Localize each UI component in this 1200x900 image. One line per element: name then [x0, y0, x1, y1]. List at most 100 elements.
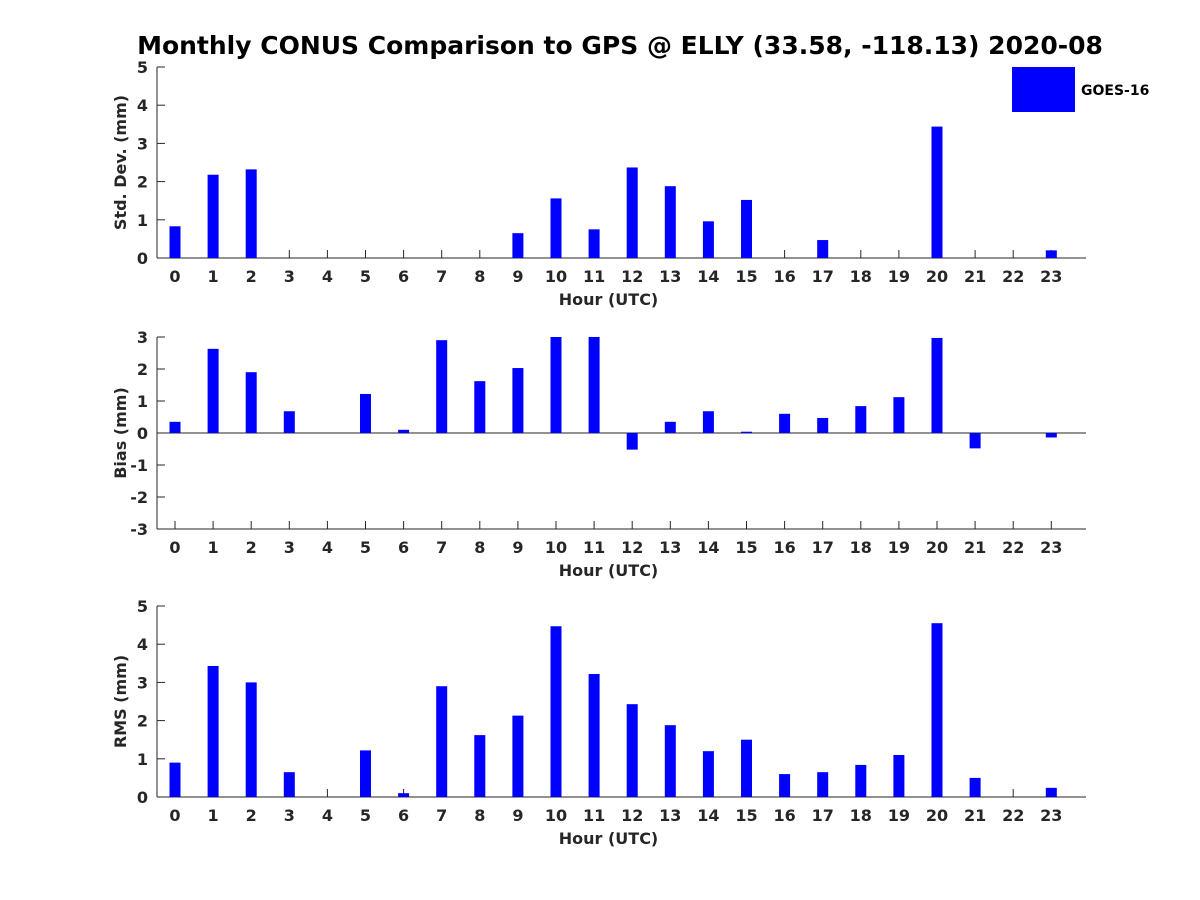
- x-tick-label: 9: [512, 538, 523, 557]
- bar-hour-10: [550, 337, 562, 433]
- x-tick-label: 5: [360, 806, 371, 825]
- x-tick-label: 6: [398, 806, 409, 825]
- x-tick-label: 11: [583, 806, 605, 825]
- y-tick-label: 0: [137, 788, 148, 807]
- bar-hour-21: [969, 777, 981, 797]
- y-axis-label: Bias (mm): [111, 387, 130, 479]
- bar-hour-1: [207, 665, 219, 797]
- x-tick-label: 17: [812, 267, 834, 286]
- x-tick-label: 17: [812, 538, 834, 557]
- x-tick-label: 22: [1002, 806, 1024, 825]
- x-tick-label: 4: [322, 538, 333, 557]
- x-tick-label: 23: [1040, 538, 1062, 557]
- bar-hour-23: [1045, 433, 1057, 438]
- y-tick-label: 3: [137, 328, 148, 347]
- bar-hour-12: [626, 167, 638, 258]
- bar-hour-5: [360, 393, 371, 433]
- bar-hour-2: [245, 169, 257, 258]
- x-tick-label: 12: [621, 267, 643, 286]
- bar-hour-3: [283, 411, 295, 433]
- x-tick-label: 17: [812, 806, 834, 825]
- x-tick-label: 4: [322, 267, 333, 286]
- x-tick-label: 23: [1040, 267, 1062, 286]
- x-tick-label: 9: [512, 267, 523, 286]
- x-tick-label: 14: [697, 538, 719, 557]
- x-tick-label: 21: [964, 806, 986, 825]
- y-tick-label: 0: [137, 249, 148, 268]
- x-tick-label: 13: [659, 538, 681, 557]
- x-tick-label: 21: [964, 267, 986, 286]
- x-tick-label: 8: [474, 538, 485, 557]
- bar-hour-21: [969, 433, 981, 449]
- y-tick-label: 2: [137, 360, 148, 379]
- x-tick-label: 7: [436, 267, 447, 286]
- x-tick-label: 8: [474, 806, 485, 825]
- bar-hour-23: [1045, 250, 1057, 258]
- x-tick-label: 16: [773, 806, 795, 825]
- y-tick-label: 3: [137, 673, 148, 692]
- x-tick-label: 0: [169, 267, 180, 286]
- bar-hour-17: [817, 417, 829, 433]
- bar-hour-11: [588, 337, 600, 433]
- bar-hour-0: [169, 226, 181, 258]
- x-tick-label: 15: [735, 267, 757, 286]
- bar-hour-16: [779, 413, 791, 433]
- x-tick-label: 5: [360, 538, 371, 557]
- bar-hour-12: [626, 433, 638, 450]
- bar-hour-6: [398, 429, 410, 433]
- bar-hour-1: [207, 174, 219, 258]
- bar-hour-11: [588, 229, 600, 258]
- x-tick-label: 18: [850, 267, 872, 286]
- x-tick-label: 15: [735, 538, 757, 557]
- bar-hour-8: [474, 735, 486, 797]
- x-tick-label: 16: [773, 538, 795, 557]
- bar-hour-13: [664, 725, 676, 797]
- x-tick-label: 18: [850, 538, 872, 557]
- bar-hour-15: [741, 431, 752, 433]
- y-tick-label: 5: [137, 597, 148, 616]
- bar-hour-6: [398, 793, 410, 797]
- y-tick-label: 4: [137, 635, 148, 654]
- y-tick-label: 1: [137, 750, 148, 769]
- x-tick-label: 14: [697, 267, 719, 286]
- x-tick-label: 7: [436, 538, 447, 557]
- bar-hour-9: [512, 368, 524, 433]
- x-tick-label: 3: [284, 538, 295, 557]
- bar-hour-14: [702, 411, 714, 433]
- x-tick-label: 20: [926, 267, 948, 286]
- x-tick-label: 16: [773, 267, 795, 286]
- bar-hour-0: [169, 421, 181, 433]
- x-tick-label: 1: [208, 267, 219, 286]
- x-tick-label: 13: [659, 806, 681, 825]
- x-tick-label: 18: [850, 806, 872, 825]
- x-axis-label: Hour (UTC): [559, 290, 659, 309]
- x-tick-label: 3: [284, 267, 295, 286]
- x-tick-label: 9: [512, 806, 523, 825]
- bar-hour-1: [207, 348, 219, 433]
- bar-hour-10: [550, 626, 562, 797]
- y-axis-label: Std. Dev. (mm): [111, 95, 130, 230]
- y-tick-label: 1: [137, 211, 148, 230]
- x-tick-label: 11: [583, 267, 605, 286]
- x-tick-label: 6: [398, 538, 409, 557]
- bar-hour-19: [893, 754, 905, 797]
- x-tick-label: 1: [208, 806, 219, 825]
- x-tick-label: 19: [888, 538, 910, 557]
- y-tick-label: 1: [137, 392, 148, 411]
- x-tick-label: 19: [888, 267, 910, 286]
- x-tick-label: 4: [322, 806, 333, 825]
- bar-hour-15: [741, 199, 752, 258]
- bar-hour-7: [436, 686, 448, 797]
- x-tick-label: 10: [545, 538, 567, 557]
- y-tick-label: 2: [137, 173, 148, 192]
- x-tick-label: 21: [964, 538, 986, 557]
- x-axis-label: Hour (UTC): [559, 829, 659, 848]
- x-tick-label: 23: [1040, 806, 1062, 825]
- x-tick-label: 11: [583, 538, 605, 557]
- x-tick-label: 10: [545, 267, 567, 286]
